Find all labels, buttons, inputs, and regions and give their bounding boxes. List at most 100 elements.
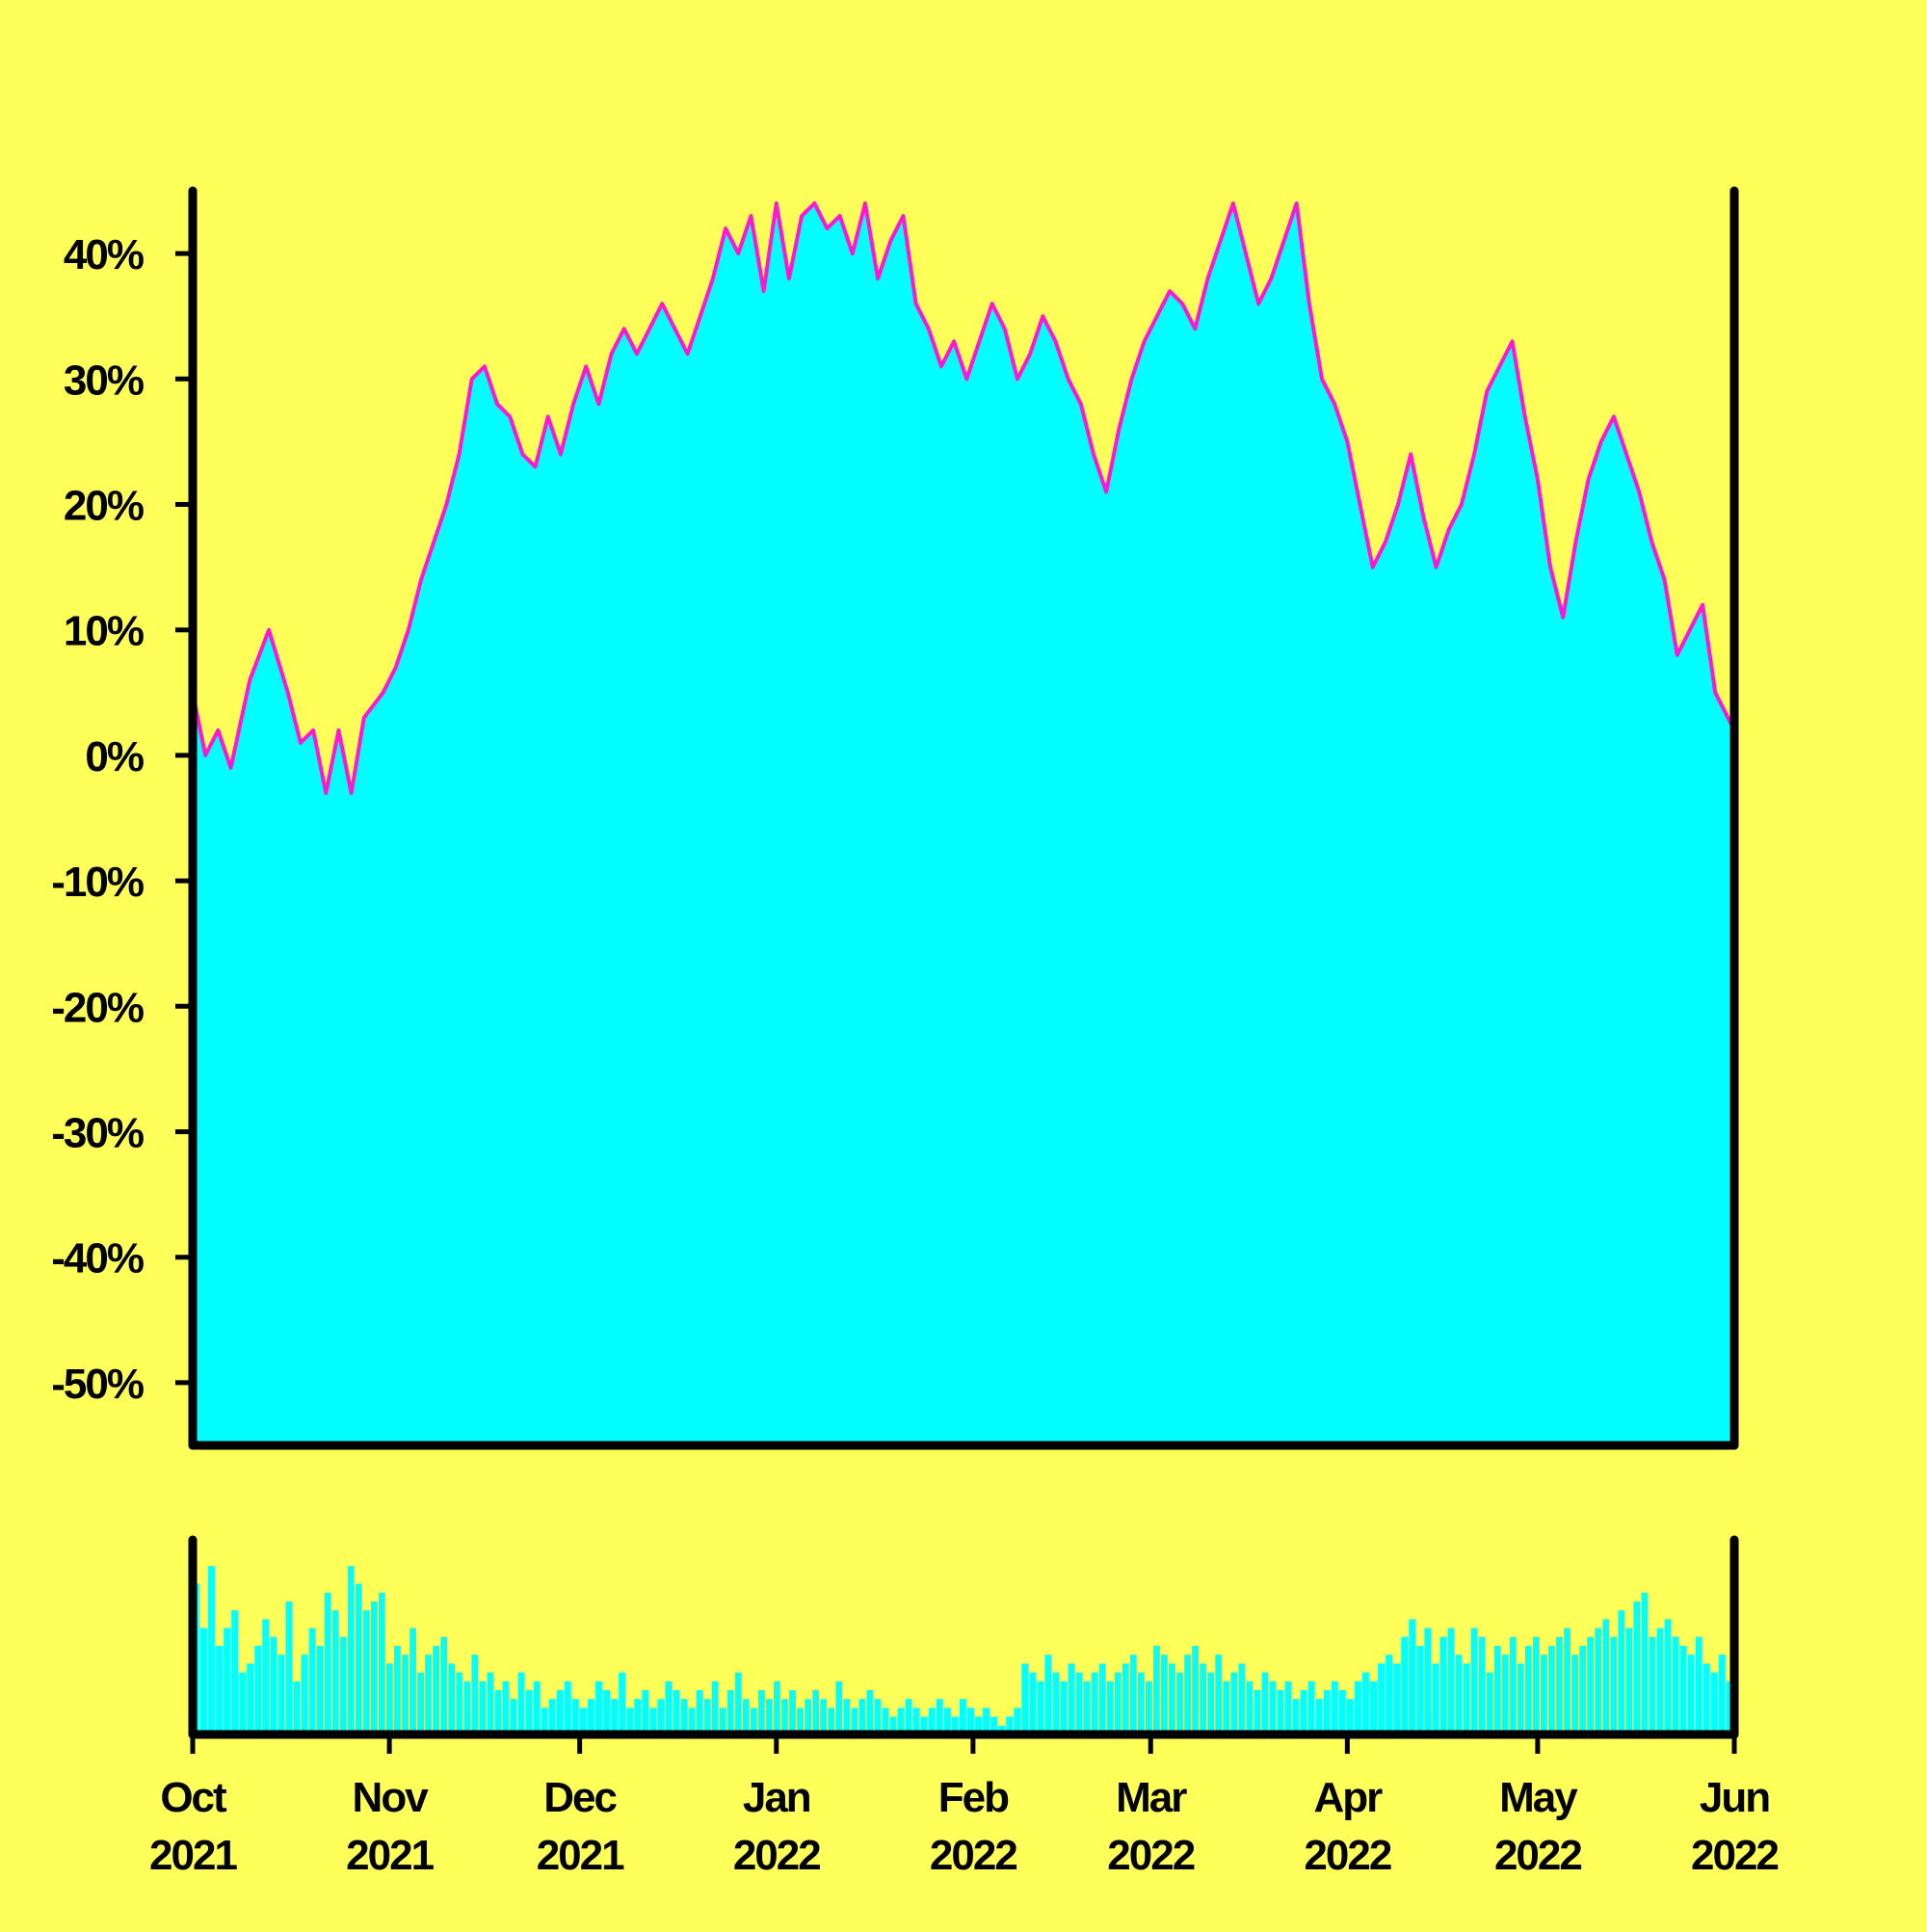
volume-bar	[1315, 1699, 1323, 1734]
volume-bar	[998, 1725, 1006, 1734]
x-tick-label-month: Jan	[743, 1774, 810, 1821]
volume-bar	[378, 1592, 385, 1734]
volume-bar	[331, 1610, 339, 1734]
x-tick-label-year: 2022	[1691, 1832, 1778, 1879]
volume-bar	[355, 1583, 362, 1734]
volume-bar	[487, 1672, 494, 1734]
volume-bar	[1625, 1628, 1633, 1734]
volume-bar	[1192, 1646, 1200, 1734]
volume-bar	[1610, 1636, 1618, 1734]
volume-bar	[502, 1681, 510, 1734]
volume-bar	[657, 1699, 665, 1734]
volume-bar	[626, 1707, 634, 1734]
volume-bar	[928, 1707, 936, 1734]
volume-bar	[1152, 1646, 1160, 1734]
volume-bar	[1602, 1619, 1610, 1734]
volume-bar	[1587, 1636, 1595, 1734]
volume-bar	[649, 1707, 657, 1734]
volume-bar	[665, 1681, 673, 1734]
volume-bar	[1633, 1601, 1641, 1734]
volume-bar	[270, 1636, 277, 1734]
volume-bar	[1223, 1681, 1230, 1734]
volume-bar	[1129, 1654, 1137, 1734]
volume-bar	[619, 1672, 626, 1734]
volume-bar	[1114, 1672, 1122, 1734]
volume-bar	[1137, 1672, 1145, 1734]
volume-bar	[1021, 1663, 1029, 1734]
volume-bar	[417, 1672, 425, 1734]
volume-bar	[308, 1628, 316, 1734]
volume-bar	[1378, 1663, 1385, 1734]
volume-bar	[912, 1707, 920, 1734]
volume-bar	[394, 1646, 401, 1734]
x-tick-label-month: Oct	[160, 1774, 227, 1821]
volume-bar	[1470, 1628, 1478, 1734]
y-tick-label: -40%	[51, 1235, 144, 1283]
volume-bar	[936, 1699, 943, 1734]
volume-bar	[339, 1636, 347, 1734]
volume-bar	[742, 1699, 750, 1734]
volume-bar	[634, 1699, 642, 1734]
volume-bar	[1098, 1663, 1106, 1734]
volume-bar	[293, 1681, 301, 1734]
volume-bar	[1679, 1646, 1687, 1734]
volume-bar	[386, 1663, 393, 1734]
volume-bar	[1556, 1636, 1563, 1734]
volume-bar	[882, 1707, 889, 1734]
volume-bar	[247, 1663, 254, 1734]
volume-bar	[463, 1681, 471, 1734]
x-tick-label-month: May	[1499, 1774, 1578, 1821]
volume-bar	[541, 1707, 548, 1734]
volume-bar	[1091, 1672, 1098, 1734]
y-tick-label: 20%	[64, 483, 144, 530]
volume-bar	[835, 1681, 843, 1734]
volume-bar	[510, 1699, 517, 1734]
volume-bar	[897, 1707, 905, 1734]
volume-bar	[1726, 1681, 1733, 1734]
volume-bar	[1532, 1636, 1540, 1734]
volume-bar	[1254, 1690, 1261, 1734]
volume-bar	[1300, 1690, 1307, 1734]
volume-bar	[797, 1707, 804, 1734]
volume-bar	[696, 1690, 703, 1734]
volume-bar	[828, 1707, 835, 1734]
volume-bar	[990, 1716, 997, 1734]
y-tick-label: 0%	[85, 733, 143, 781]
volume-bar	[820, 1699, 828, 1734]
volume-bar	[975, 1716, 982, 1734]
volume-bar	[750, 1707, 757, 1734]
volume-bar	[262, 1619, 270, 1734]
volume-bar	[425, 1654, 433, 1734]
volume-bar	[680, 1699, 688, 1734]
volume-bar	[1710, 1672, 1718, 1734]
x-tick-label-year: 2022	[1304, 1832, 1390, 1879]
volume-bar	[1493, 1646, 1501, 1734]
x-tick-label-year: 2022	[733, 1832, 820, 1879]
volume-bar	[726, 1690, 734, 1734]
volume-bar	[316, 1646, 324, 1734]
volume-bar	[1718, 1654, 1726, 1734]
volume-bar	[254, 1646, 262, 1734]
volume-bar	[1386, 1654, 1393, 1734]
volume-bar	[1277, 1690, 1284, 1734]
volume-bar	[1215, 1654, 1223, 1734]
volume-bar	[1029, 1672, 1037, 1734]
x-tick-label-year: 2021	[149, 1832, 237, 1879]
x-tick-label-year: 2022	[930, 1832, 1016, 1879]
volume-bar	[688, 1707, 696, 1734]
volume-bar	[216, 1646, 223, 1734]
x-tick-label-year: 2021	[537, 1832, 624, 1879]
volume-bar	[1169, 1663, 1175, 1734]
volume-bar	[556, 1690, 564, 1734]
volume-bar	[1246, 1681, 1254, 1734]
volume-bar	[719, 1707, 726, 1734]
volume-bar	[805, 1699, 812, 1734]
x-tick-label-month: Dec	[543, 1774, 617, 1821]
x-tick-label-month: Feb	[938, 1774, 1009, 1821]
volume-bar	[448, 1663, 456, 1734]
volume-bar	[301, 1654, 308, 1734]
y-tick-label: -30%	[51, 1110, 144, 1157]
volume-bar	[967, 1707, 974, 1734]
volume-bar	[642, 1690, 649, 1734]
